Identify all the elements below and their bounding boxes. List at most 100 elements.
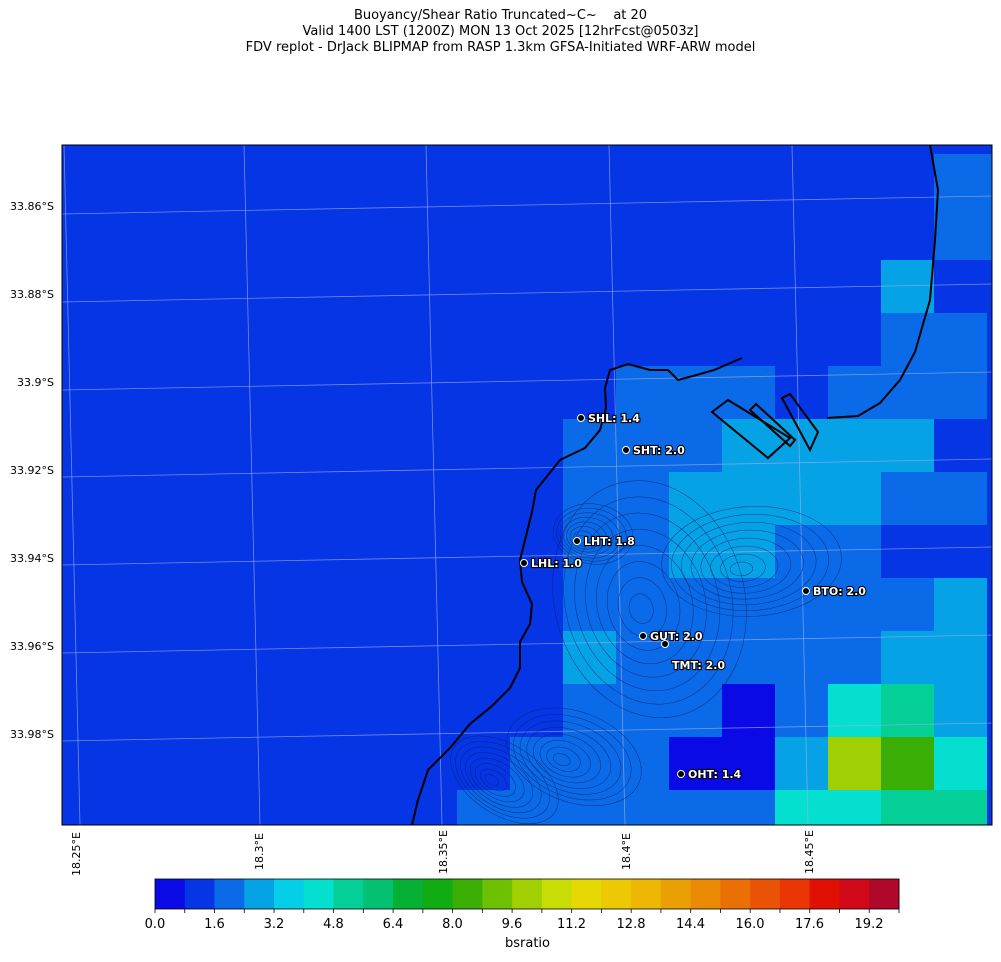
contour-line [474, 763, 516, 797]
colorbar-tick-label: 16.0 [735, 917, 765, 932]
colorbar-swatch [779, 879, 811, 909]
colorbar-swatch [452, 879, 483, 909]
data-cell [563, 472, 669, 525]
contour-line [552, 480, 747, 718]
station-marker [520, 559, 528, 567]
data-cell [669, 737, 775, 790]
data-cell [828, 684, 881, 737]
data-cell [457, 790, 775, 825]
contour-line [628, 593, 654, 624]
contour-line [700, 537, 791, 594]
harbour-breakwater-1 [710, 398, 792, 460]
colorbar-swatch [422, 879, 454, 909]
contour-line [533, 733, 601, 784]
contour-line [563, 517, 614, 556]
colorbar-tick-label: 11.2 [557, 917, 586, 932]
contour-line [455, 741, 550, 819]
contour-line [519, 720, 622, 795]
station-marker [639, 632, 647, 640]
colorbar-frame [154, 878, 900, 910]
colorbar-swatch [601, 879, 632, 909]
colorbar-swatch [184, 879, 216, 909]
colorbar-swatch [541, 879, 573, 909]
contour-line [596, 545, 694, 665]
graticule [62, 145, 992, 825]
title-line-1: Buoyancy/Shear Ratio Truncated~C~ at 20 [353, 8, 648, 23]
colorbar-swatch [214, 879, 245, 909]
colorbar [154, 878, 900, 913]
lon-label: 18.45°E [803, 830, 816, 874]
colorbar-swatch [333, 879, 364, 909]
latitude-gridline [62, 546, 992, 566]
map-frame [61, 144, 993, 826]
coastline [411, 357, 743, 825]
colorbar-swatch [482, 879, 513, 909]
colorbar-swatch [363, 879, 394, 909]
title-line-3: FDV replot - DrJack BLIPMAP from RASP 1.… [245, 40, 756, 55]
colorbar-tick-label: 9.6 [501, 917, 523, 932]
contour-line [539, 740, 591, 778]
harbour-breakwater-3 [780, 392, 820, 453]
chart-title-block: Buoyancy/Shear Ratio Truncated~C~ at 20 … [0, 8, 1001, 56]
data-cells [457, 154, 992, 825]
contour-line [479, 768, 508, 792]
lon-label: 18.25°E [70, 832, 83, 876]
contour-line [566, 521, 607, 553]
contour-line [506, 707, 642, 807]
data-cell [934, 737, 987, 790]
lon-label: 18.4°E [620, 833, 633, 870]
colorbar-swatch [571, 879, 602, 909]
data-cell [987, 154, 992, 260]
contour-line [526, 727, 612, 789]
colorbar-tick-label: 14.4 [676, 917, 705, 932]
data-cell [616, 419, 722, 472]
contour-line [690, 529, 804, 600]
contour-line [671, 513, 830, 611]
contour-line [606, 561, 681, 651]
station-label: GUT: 2.0 [650, 630, 703, 643]
contour-line [729, 561, 753, 577]
data-cell [881, 313, 934, 366]
station-marker [577, 414, 585, 422]
longitude-gridline [425, 145, 443, 825]
data-cell [881, 684, 934, 737]
data-cell [563, 578, 934, 631]
station-label: BTO: 2.0 [813, 585, 866, 598]
contour-line [569, 526, 601, 550]
colorbar-tick-label: 17.6 [795, 917, 824, 932]
contour-line [680, 521, 817, 606]
contour-line [484, 774, 499, 786]
lat-label: 33.9°S [17, 376, 54, 389]
longitude-gridline [608, 145, 626, 825]
data-cell [669, 472, 881, 525]
station-marker [622, 446, 630, 454]
station-label: OHT: 1.4 [688, 768, 742, 781]
latitude-gridline [62, 634, 992, 654]
data-cell [722, 684, 775, 737]
data-cell [881, 260, 934, 313]
data-cell [934, 578, 987, 631]
lon-label: 18.3°E [253, 833, 266, 870]
contour-line [553, 753, 571, 766]
contour-line [720, 553, 766, 582]
colorbar-swatch [720, 879, 751, 909]
title-line-2: Valid 1400 LST (1200Z) MON 13 Oct 2025 [… [302, 24, 699, 39]
data-cell [881, 472, 987, 525]
lon-label: 18.35°E [437, 830, 450, 874]
contour-line [470, 757, 525, 803]
latitude-gridline [62, 722, 992, 742]
lat-label: 33.86°S [10, 200, 54, 213]
colorbar-tick-label: 12.8 [616, 917, 646, 932]
colorbar-axis-label: bsratio [505, 936, 550, 951]
data-cell [828, 737, 881, 790]
latitude-gridline [62, 458, 992, 478]
station-marker [661, 640, 669, 648]
colorbar-swatch [274, 879, 305, 909]
data-cell [669, 366, 775, 419]
terrain-contours [450, 480, 842, 825]
contour-line [559, 512, 620, 559]
station-label: SHL: 1.4 [588, 412, 640, 425]
colorbar-tick-label: 6.4 [382, 917, 404, 932]
